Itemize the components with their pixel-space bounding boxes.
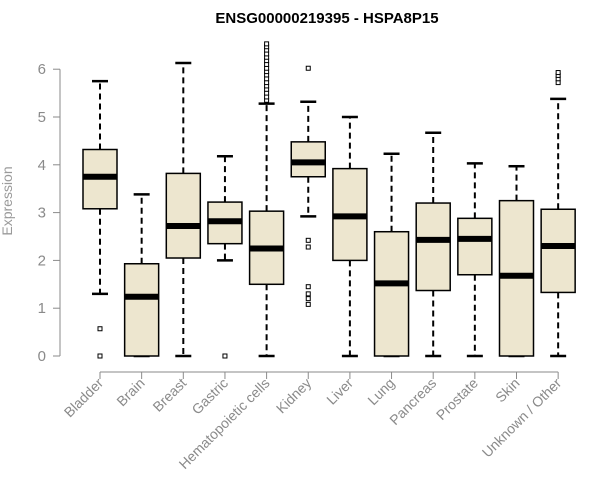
box-liver bbox=[332, 115, 368, 358]
box-bladder bbox=[82, 79, 118, 359]
outlier-point bbox=[222, 353, 228, 359]
box-skin bbox=[498, 164, 535, 358]
y-tick-label: 1 bbox=[38, 300, 46, 317]
x-tick-label: Unknown / Other bbox=[479, 375, 565, 461]
y-tick-label: 5 bbox=[38, 109, 46, 126]
y-tick-label: 6 bbox=[38, 61, 46, 78]
box-hematopoietic-cells bbox=[248, 41, 285, 358]
outlier-point bbox=[305, 65, 311, 71]
box-iqr bbox=[165, 172, 202, 259]
y-tick-label: 0 bbox=[38, 348, 46, 365]
box-iqr bbox=[415, 202, 451, 292]
x-tick-label: Brain bbox=[113, 375, 147, 409]
outlier-point bbox=[305, 244, 311, 250]
box-iqr bbox=[123, 262, 160, 357]
outlier-point bbox=[97, 326, 103, 332]
boxes-group bbox=[82, 41, 576, 359]
chart-title: ENSG00000219395 - HSPA8P15 bbox=[215, 10, 438, 27]
box-pancreas bbox=[415, 131, 451, 358]
x-tick-label: Breast bbox=[149, 375, 189, 415]
y-tick-label: 3 bbox=[38, 205, 46, 222]
box-prostate bbox=[457, 162, 493, 358]
x-tick-label: Bladder bbox=[61, 375, 107, 421]
y-axis-label: Expression bbox=[0, 166, 15, 235]
x-tick-label: Prostate bbox=[433, 375, 481, 423]
box-brain bbox=[123, 193, 160, 358]
box-iqr bbox=[457, 217, 493, 276]
x-tick-label: Liver bbox=[323, 375, 356, 408]
y-axis: 0 1 2 3 4 5 6 bbox=[38, 61, 61, 365]
x-tick-label: Skin bbox=[492, 375, 523, 406]
outlier-point bbox=[264, 41, 270, 47]
x-tick-label: Kidney bbox=[273, 375, 315, 417]
box-unknown-other bbox=[540, 70, 576, 358]
box-gastric bbox=[207, 154, 243, 359]
outlier-point bbox=[305, 291, 311, 297]
box-iqr bbox=[373, 230, 410, 357]
outlier-point bbox=[555, 70, 561, 76]
box-iqr bbox=[290, 141, 326, 178]
box-iqr bbox=[540, 208, 576, 294]
outlier-point bbox=[305, 284, 311, 290]
outlier-point bbox=[305, 301, 311, 307]
box-breast bbox=[165, 61, 202, 358]
y-tick-label: 4 bbox=[38, 157, 46, 174]
box-lung bbox=[373, 152, 410, 358]
outlier-point bbox=[305, 237, 311, 243]
box-kidney bbox=[290, 65, 326, 307]
x-tick-label: Lung bbox=[364, 375, 397, 408]
y-tick-label: 2 bbox=[38, 252, 46, 269]
outlier-point bbox=[305, 296, 311, 302]
outlier-point bbox=[97, 353, 103, 359]
